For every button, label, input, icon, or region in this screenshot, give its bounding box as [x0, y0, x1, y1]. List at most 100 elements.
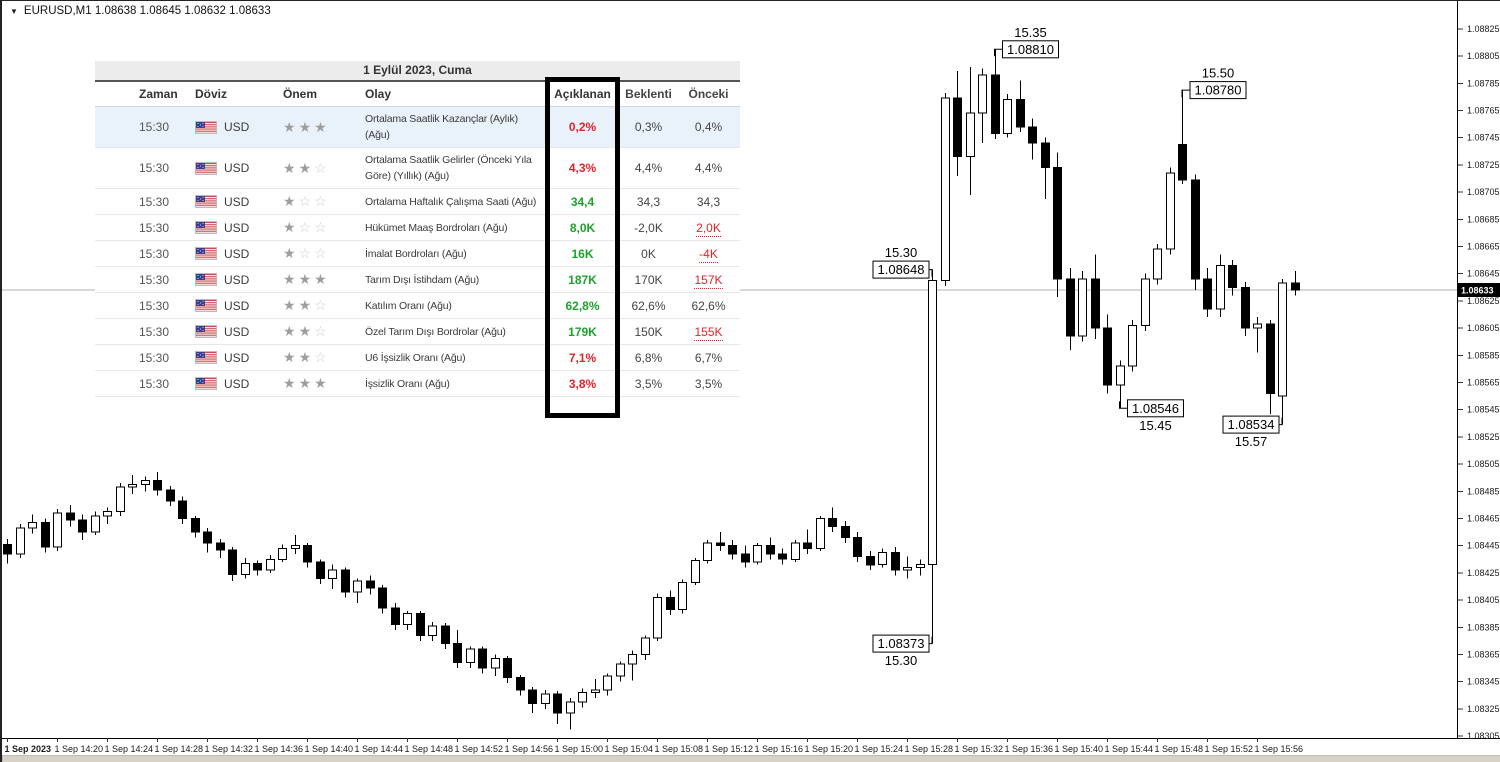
svg-text:1 Sep 15:20: 1 Sep 15:20: [805, 744, 854, 754]
col-header-olay: Olay: [365, 87, 392, 101]
annotation-price-label: 1.08648: [878, 262, 925, 277]
event-time: 15:30: [139, 194, 170, 209]
previous-value: 2,0K: [696, 220, 721, 237]
svg-text:1.08765: 1.08765: [1467, 106, 1500, 116]
calendar-row[interactable]: 15:30 USD ★★★ Tarım Dışı İstihdam (Ağu) 187K…: [95, 267, 740, 293]
actual-value: 187K: [568, 272, 597, 287]
event-label: Ortalama Saatlik Kazançlar (Aylık) (Ağu): [365, 113, 518, 141]
previous-value: 62,6%: [691, 298, 726, 313]
annotation-time-label: 15.45: [1139, 418, 1172, 433]
us-flag-icon: [195, 325, 217, 338]
importance-stars: ★☆☆: [283, 245, 330, 261]
calendar-row[interactable]: 15:30 USD ★★☆ U6 İşsizlik Oranı (Ağu) 7,1% 6,…: [95, 345, 740, 371]
svg-text:1.08525: 1.08525: [1467, 432, 1500, 442]
svg-text:1 Sep 14:32: 1 Sep 14:32: [205, 744, 254, 754]
event-currency: USD: [195, 116, 283, 138]
event-time: 15:30: [139, 220, 170, 235]
importance-stars: ★☆☆: [283, 219, 330, 235]
calendar-row[interactable]: 15:30 USD ★★☆ Ortalama Saatlik Gelirler (Ön…: [95, 148, 740, 189]
importance-stars: ★★☆: [283, 349, 330, 365]
svg-text:1 Sep 14:40: 1 Sep 14:40: [305, 744, 354, 754]
calendar-row[interactable]: 15:30 USD ★★★ İşsizlik Oranı (Ağu) 3,8% 3,5% 3…: [95, 371, 740, 397]
calendar-date-header: 1 Eylül 2023, Cuma: [95, 61, 740, 80]
forecast-value: 4,4%: [634, 161, 663, 175]
current-price-tag: [1458, 283, 1500, 297]
svg-text:1 Sep 15:24: 1 Sep 15:24: [855, 744, 904, 754]
col-header-onem: Önem: [283, 87, 318, 101]
chart-title: EURUSD,M1 1.08638 1.08645 1.08632 1.0863…: [23, 5, 271, 17]
svg-text:1.08405: 1.08405: [1467, 595, 1500, 605]
importance-stars: ★★★: [283, 375, 330, 391]
event-time: 15:30: [139, 298, 170, 313]
svg-text:1 Sep 15:40: 1 Sep 15:40: [1055, 744, 1104, 754]
svg-text:1 Sep 15:12: 1 Sep 15:12: [705, 744, 754, 754]
annotation-price-label: 1.08780: [1195, 83, 1242, 98]
svg-text:1 Sep 14:20: 1 Sep 14:20: [55, 744, 104, 754]
svg-text:1 Sep 14:36: 1 Sep 14:36: [255, 744, 304, 754]
svg-text:1 Sep 15:32: 1 Sep 15:32: [955, 744, 1004, 754]
importance-stars: ★★☆: [283, 323, 330, 339]
col-header-aciklanan: Açıklanan: [554, 87, 611, 101]
svg-text:1.08345: 1.08345: [1467, 677, 1500, 687]
event-label: Hükümet Maaş Bordroları (Ağu): [365, 221, 508, 234]
forecast-value: 150K: [634, 324, 663, 339]
event-currency: USD: [195, 373, 283, 395]
symbol-dropdown-icon[interactable]: ▼: [10, 6, 18, 16]
svg-text:1.08825: 1.08825: [1467, 24, 1500, 34]
calendar-row[interactable]: 15:30 USD ★★☆ Katılım Oranı (Ağu) 62,8% 62,6%…: [95, 293, 740, 319]
svg-text:1.08545: 1.08545: [1467, 405, 1500, 415]
actual-value: 8,0K: [569, 220, 596, 235]
calendar-row[interactable]: 15:30 USD ★★☆ Özel Tarım Dışı Bordrolar (Ağ…: [95, 319, 740, 345]
event-label: Katılım Oranı (Ağu): [365, 299, 452, 312]
annotation-price-box: [1222, 415, 1280, 434]
svg-text:1.08605: 1.08605: [1467, 323, 1500, 333]
annotation-price-box: [1189, 81, 1247, 100]
annotation-time-label: 15.30: [885, 245, 918, 260]
calendar-row[interactable]: 15:30 USD ★☆☆ Hükümet Maaş Bordroları (Ağu)…: [95, 215, 740, 241]
previous-value: 34,3: [696, 194, 721, 209]
svg-text:1 Sep 14:28: 1 Sep 14:28: [155, 744, 204, 754]
event-label: İşsizlik Oranı (Ağu): [365, 377, 450, 390]
svg-text:1.08805: 1.08805: [1467, 51, 1500, 61]
previous-value: -4K: [699, 246, 718, 263]
event-label: Ortalama Saatlik Gelirler (Önceki Yıla G…: [365, 154, 532, 182]
previous-value: 157K: [694, 272, 723, 289]
calendar-row[interactable]: 15:30 USD ★★★ Ortalama Saatlik Kazançlar (A…: [95, 107, 740, 148]
svg-text:1 Sep 15:04: 1 Sep 15:04: [605, 744, 654, 754]
forecast-value: 3,5%: [634, 376, 663, 391]
svg-text:1.08425: 1.08425: [1467, 568, 1500, 578]
col-header-beklenti: Beklenti: [625, 87, 672, 101]
calendar-row[interactable]: 15:30 USD ★☆☆ İmalat Bordroları (Ağu) 16K 0K -…: [95, 241, 740, 267]
svg-text:1.08325: 1.08325: [1467, 704, 1500, 714]
svg-text:1.08505: 1.08505: [1467, 459, 1500, 469]
candlestick-series: [3, 49, 1300, 730]
actual-value: 7,1%: [568, 350, 597, 365]
calendar-column-header: Zaman Döviz Önem Olay Açıklanan Beklenti…: [95, 80, 740, 107]
us-flag-icon: [195, 221, 217, 234]
annotation-price-label: 1.08546: [1132, 401, 1179, 416]
col-header-zaman: Zaman: [139, 87, 178, 101]
svg-text:1 Sep 14:52: 1 Sep 14:52: [455, 744, 504, 754]
svg-text:1 Sep 15:48: 1 Sep 15:48: [1155, 744, 1204, 754]
annotation-price-label: 1.08534: [1228, 417, 1275, 432]
svg-text:1.08785: 1.08785: [1467, 78, 1500, 88]
previous-value: 3,5%: [694, 376, 723, 391]
svg-text:1.08645: 1.08645: [1467, 269, 1500, 279]
annotation-time-label: 15.57: [1235, 434, 1268, 449]
actual-value: 4,3%: [568, 161, 597, 175]
calendar-row[interactable]: 15:30 USD ★☆☆ Ortalama Haftalık Çalışma Saa…: [95, 189, 740, 215]
previous-value: 4,4%: [694, 161, 723, 175]
event-time: 15:30: [139, 272, 170, 287]
svg-text:1.08465: 1.08465: [1467, 514, 1500, 524]
event-time: 15:30: [139, 161, 170, 175]
us-flag-icon: [195, 195, 217, 208]
price-annotations: 1.08810 15.35 1.08780 15.50 1.08648 15.30 1.08…: [872, 25, 1283, 668]
event-currency: USD: [195, 295, 283, 317]
svg-text:1.08385: 1.08385: [1467, 622, 1500, 632]
svg-text:1.08745: 1.08745: [1467, 133, 1500, 143]
forecast-value: -2,0K: [634, 220, 663, 235]
col-header-doviz: Döviz: [195, 87, 228, 101]
importance-stars: ★☆☆: [283, 193, 330, 209]
